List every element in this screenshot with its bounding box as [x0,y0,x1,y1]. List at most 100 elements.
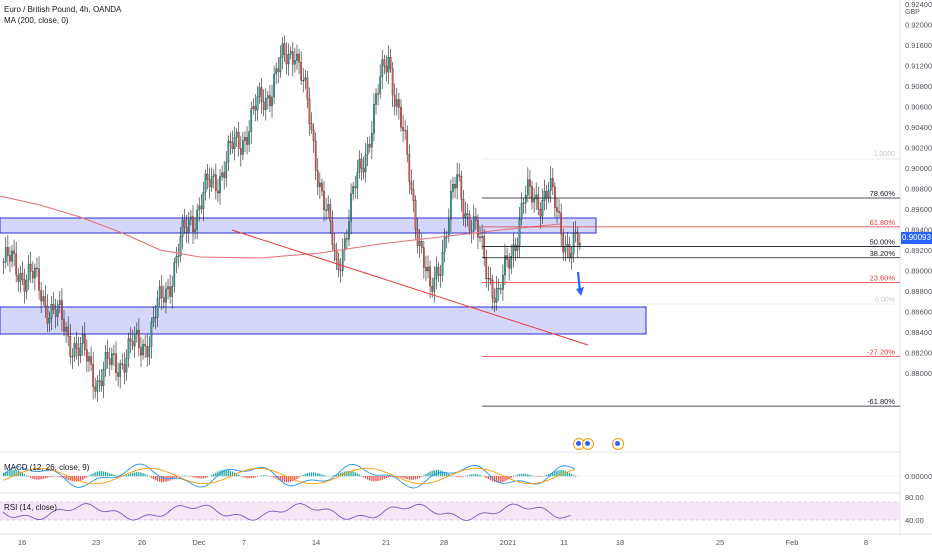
macd-bar [265,475,266,476]
candle-body [296,54,297,60]
macd-bar [95,472,96,476]
macd-bar [115,475,116,476]
macd-bar [203,476,204,478]
candle-body [251,109,252,132]
candle-body [147,346,148,357]
macd-bar [454,476,455,477]
candle-body [411,182,412,190]
candle-body [59,301,60,305]
candle-body [417,229,418,245]
candle-body [386,66,387,72]
macd-bar [461,476,462,477]
candle-body [431,286,432,291]
macd-bar [113,475,114,477]
event-icon-3[interactable] [612,438,624,450]
macd-bar [365,476,366,479]
ma-legend[interactable]: MA (200, close, 0) [4,16,68,25]
time-axis-label: 21 [382,538,390,547]
macd-bar [400,476,401,477]
macd-bar [88,476,89,477]
candle-body [176,256,177,262]
price-axis-label: 0.91600 [905,41,932,50]
candle-body [321,183,322,191]
candle-body [369,144,370,147]
macd-bar [65,476,66,479]
macd-bar [321,474,322,476]
candle-body [111,354,112,365]
rsi-axis-label: 40.00 [905,516,924,525]
price-axis-label: 0.89000 [905,267,932,276]
macd-bar [201,476,202,479]
macd-bar [205,476,206,478]
candle-body [103,369,104,385]
candle-body [533,199,534,202]
candle-body [355,186,356,188]
candle-body [55,310,56,317]
candle-body [219,177,220,193]
price-axis-label: 0.88400 [905,328,932,337]
candle-body [149,346,150,357]
macd-bar [226,470,227,477]
candle-body [477,220,478,237]
candle-body [504,256,505,275]
macd-bar [423,475,424,476]
macd-bar [544,476,545,477]
macd-label[interactable]: MACD (12, 26, close, 9) [4,463,89,472]
candle-body [558,212,559,213]
macd-bar [230,471,231,477]
macd-bar [248,476,249,478]
candle-body [361,159,362,168]
candle-body [128,339,129,358]
candle-body [461,176,462,199]
candle-body [488,278,489,279]
macd-bar [500,476,501,482]
macd-bar [99,471,100,476]
macd-bar [213,474,214,477]
event-icon-2[interactable] [582,438,594,450]
candle-body [575,232,576,234]
candle-body [508,260,509,269]
macd-bar [144,474,145,476]
macd-bar [194,476,195,478]
macd-bar [255,476,256,477]
candle-body [32,271,33,278]
candle-body [579,243,580,245]
candle-body [394,95,395,106]
candle-body [373,104,374,133]
candle-body [334,245,335,250]
macd-bar [80,476,81,481]
macd-bar [47,476,48,478]
candle-body [409,154,410,182]
candle-body [196,210,197,229]
macd-bar [560,470,561,476]
macd-bar [519,474,520,476]
macd-bar [434,470,435,476]
candle-body [404,130,405,131]
candle-body [67,327,68,336]
candle-body [213,175,214,177]
symbol-title[interactable]: Euro / British Pound, 4h, OANDA [4,5,121,14]
candle-body [325,210,326,211]
price-axis-label: 0.90400 [905,123,932,132]
macd-bar [84,476,85,479]
candle-body [377,94,378,95]
rsi-label[interactable]: RSI (14, close) [4,503,57,512]
candle-body [244,137,245,140]
candle-body [294,60,295,64]
macd-bar [473,474,474,476]
candle-body [144,344,145,346]
candle-body [226,162,227,177]
candle-body [415,201,416,230]
candle-body [552,178,553,186]
time-axis-label: 18 [616,538,624,547]
macd-bar [271,476,272,477]
macd-bar [502,476,503,482]
candle-body [423,248,424,268]
candle-body [24,280,25,292]
price-axis-label: 0.88600 [905,308,932,317]
candle-body [342,250,343,271]
time-axis-label: 16 [18,538,26,547]
candle-body [332,222,333,245]
